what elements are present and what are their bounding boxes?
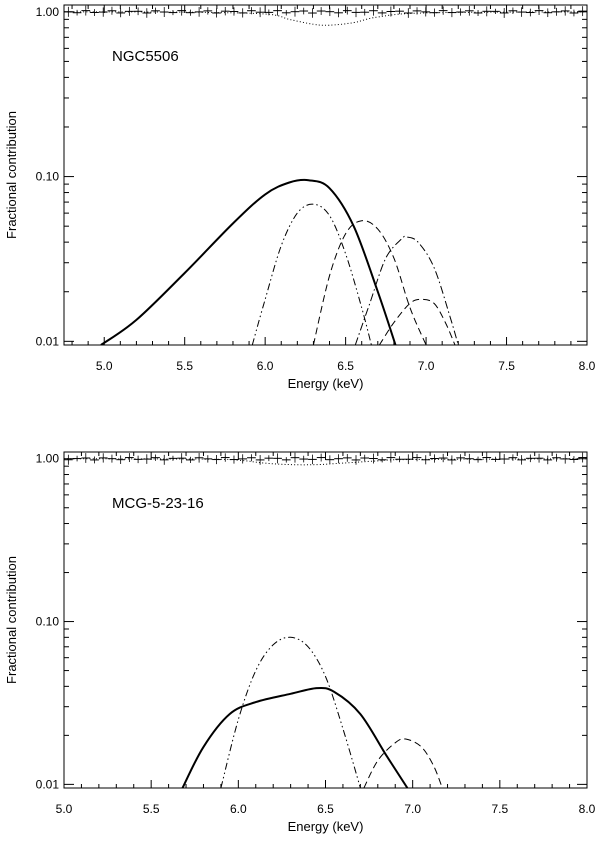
data-ratio-series <box>64 5 587 18</box>
series-component-1 <box>251 203 372 345</box>
series-component-3 <box>354 235 459 345</box>
x-tick-label: 5.0 <box>96 359 113 373</box>
y-axis-label: Fractional contribution <box>4 556 19 684</box>
panel-mcg-5-23-16: 5.0 5.5 6.0 6.5 7.0 7.5 8.0 0.01 0.10 1.00 Energy … <box>4 451 596 834</box>
x-tick-label: 5.0 <box>56 802 73 816</box>
x-tick-label: 7.0 <box>404 802 421 816</box>
x-axis-label: Energy (keV) <box>288 819 364 834</box>
x-tick-label: 7.0 <box>418 359 435 373</box>
x-tick-label: 6.0 <box>257 359 274 373</box>
y-tick-label: 0.01 <box>36 334 60 348</box>
x-tick-label: 8.0 <box>579 802 596 816</box>
y-tick-label: 1.00 <box>36 5 60 19</box>
plot-frame <box>63 4 588 346</box>
x-tick-label: 7.5 <box>491 802 508 816</box>
panel-ngc5506: 5.0 5.5 6.0 6.5 7.0 7.5 8.0 0.01 0.10 1.00 Energy … <box>4 4 596 391</box>
y-tick-label: 0.10 <box>36 615 60 629</box>
x-tick-label: 7.5 <box>498 359 515 373</box>
y-tick-label: 0.10 <box>36 170 60 184</box>
x-tick-label: 6.0 <box>230 802 247 816</box>
x-axis-label: Energy (keV) <box>288 376 364 391</box>
x-tick-label: 5.5 <box>143 802 160 816</box>
series-component-4 <box>378 298 456 345</box>
series-component-1 <box>220 636 361 788</box>
series-dotted-reference <box>64 11 587 26</box>
data-ratio-series <box>64 452 587 465</box>
series-total <box>181 686 409 788</box>
series-component-2 <box>312 220 427 345</box>
x-tick-label: 6.5 <box>317 802 334 816</box>
x-tick-label: 5.5 <box>176 359 193 373</box>
panel-title: MCG-5-23-16 <box>112 495 204 512</box>
series-component-2 <box>363 738 443 788</box>
y-axis-label: Fractional contribution <box>4 111 19 239</box>
series-total <box>100 178 397 345</box>
y-tick-label: 0.01 <box>36 777 60 791</box>
y-tick-label: 1.00 <box>36 452 60 466</box>
x-tick-label: 8.0 <box>579 359 596 373</box>
panel-title: NGC5506 <box>112 48 179 65</box>
x-tick-label: 6.5 <box>337 359 354 373</box>
